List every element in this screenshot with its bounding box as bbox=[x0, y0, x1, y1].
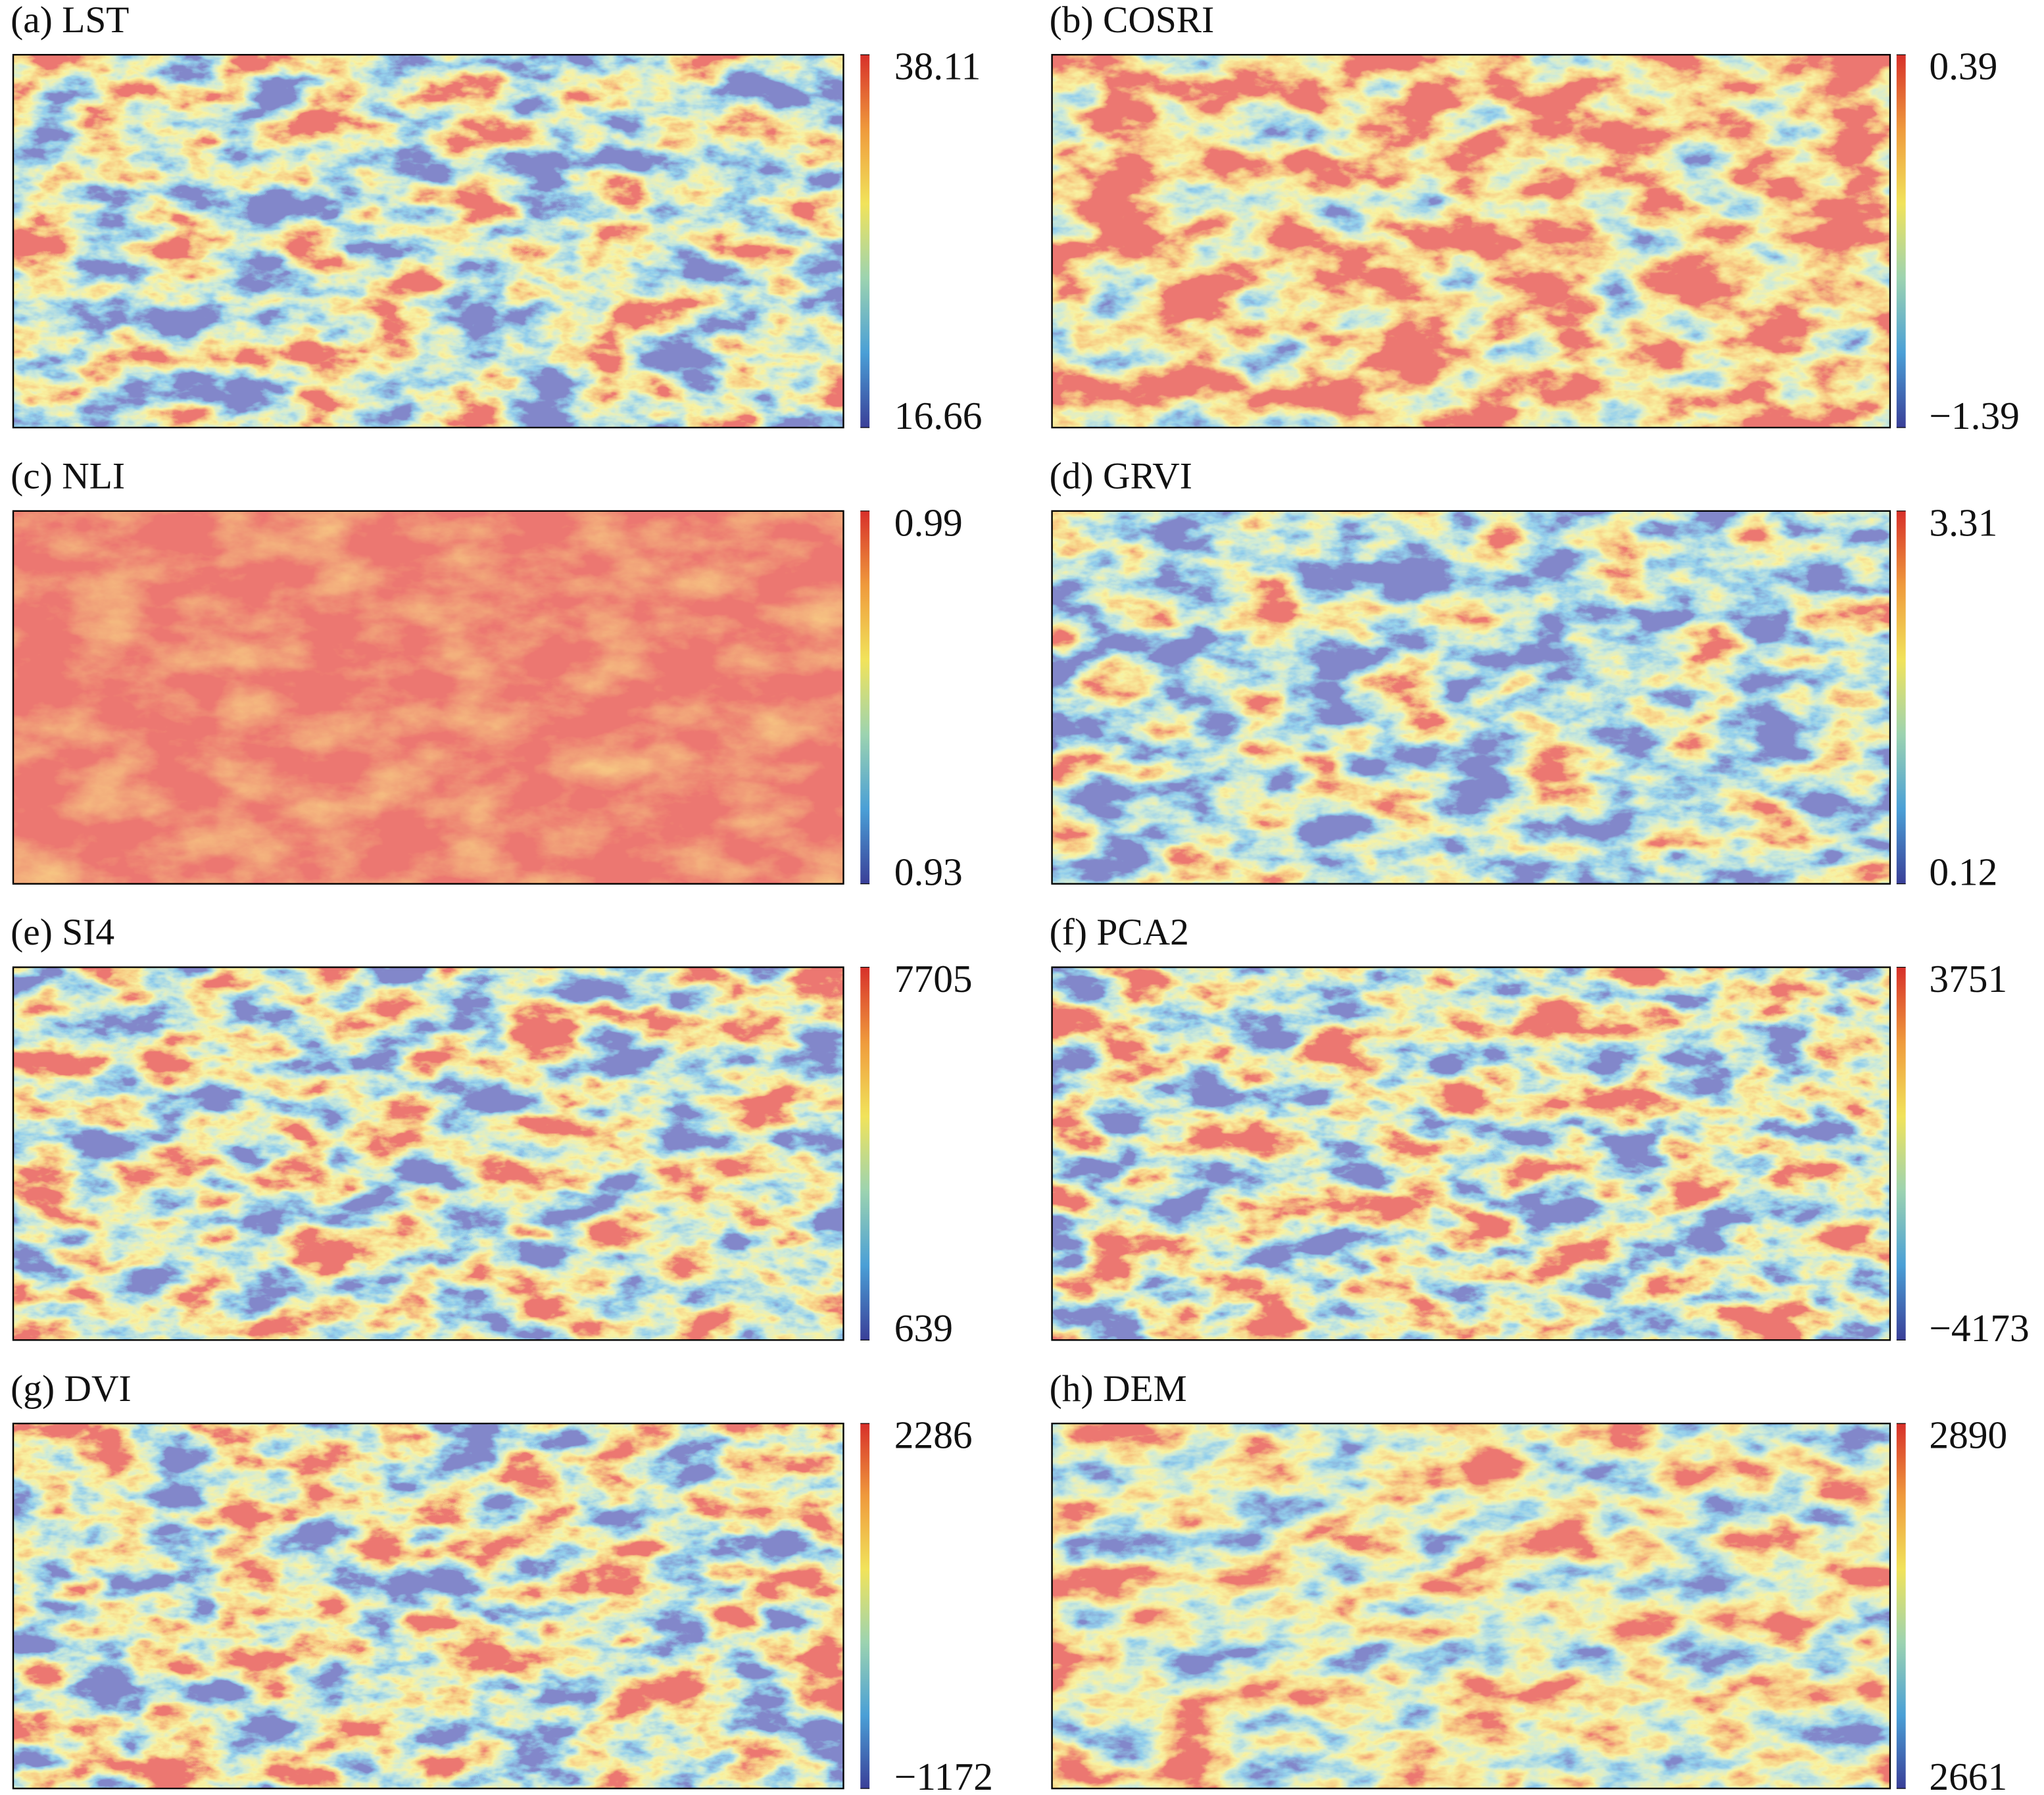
colorbar-tick-label: 0.93 bbox=[894, 850, 963, 893]
panel-title: (a) LST bbox=[11, 0, 129, 41]
map-frame bbox=[12, 510, 844, 885]
raster-map bbox=[1052, 1423, 1890, 1789]
raster-map bbox=[13, 1423, 844, 1789]
panel-title: (e) SI4 bbox=[11, 912, 114, 953]
map-frame bbox=[1051, 1422, 1891, 1790]
colorbar bbox=[860, 1423, 870, 1789]
colorbar bbox=[1896, 510, 1906, 884]
colorbar-tick-label: 3751 bbox=[1929, 957, 2007, 1000]
colorbar-tick-label: 639 bbox=[894, 1306, 953, 1350]
colorbar bbox=[860, 967, 870, 1340]
panel-title: (c) NLI bbox=[11, 456, 125, 497]
colorbar-tick-label: 0.99 bbox=[894, 501, 963, 544]
raster-map bbox=[1052, 967, 1890, 1340]
panel-title: (f) PCA2 bbox=[1050, 912, 1189, 953]
colorbar-tick-label: 2890 bbox=[1929, 1414, 2007, 1457]
map-frame bbox=[12, 966, 844, 1341]
map-frame bbox=[12, 54, 844, 429]
colorbar-tick-label: 38.11 bbox=[894, 45, 981, 88]
colorbar-tick-label: −4173 bbox=[1929, 1306, 2029, 1350]
panel-title: (d) GRVI bbox=[1050, 456, 1192, 497]
raster-map bbox=[1052, 55, 1890, 428]
raster-map bbox=[13, 967, 844, 1340]
colorbar-tick-label: 16.66 bbox=[894, 394, 983, 437]
panel-title: (b) COSRI bbox=[1050, 0, 1215, 41]
panel-title: (g) DVI bbox=[11, 1368, 132, 1410]
colorbar-tick-label: 0.12 bbox=[1929, 850, 1997, 893]
map-frame bbox=[1051, 54, 1891, 429]
colorbar-tick-label: 7705 bbox=[894, 957, 973, 1000]
colorbar-tick-label: 3.31 bbox=[1929, 501, 1997, 544]
panel-title: (h) DEM bbox=[1050, 1368, 1187, 1410]
map-frame bbox=[1051, 966, 1891, 1341]
colorbar bbox=[1896, 1423, 1906, 1789]
raster-map bbox=[13, 55, 844, 428]
raster-map bbox=[1052, 510, 1890, 884]
raster-map bbox=[13, 510, 844, 884]
colorbar-tick-label: −1172 bbox=[894, 1755, 993, 1795]
colorbar-tick-label: −1.39 bbox=[1929, 394, 2020, 437]
colorbar bbox=[1896, 55, 1906, 428]
colorbar-tick-label: 0.39 bbox=[1929, 45, 1997, 88]
colorbar bbox=[860, 510, 870, 884]
map-frame bbox=[12, 1422, 844, 1790]
map-frame bbox=[1051, 510, 1891, 885]
colorbar-tick-label: 2286 bbox=[894, 1414, 973, 1457]
colorbar bbox=[860, 55, 870, 428]
colorbar bbox=[1896, 967, 1906, 1340]
colorbar-tick-label: 2661 bbox=[1929, 1755, 2007, 1795]
